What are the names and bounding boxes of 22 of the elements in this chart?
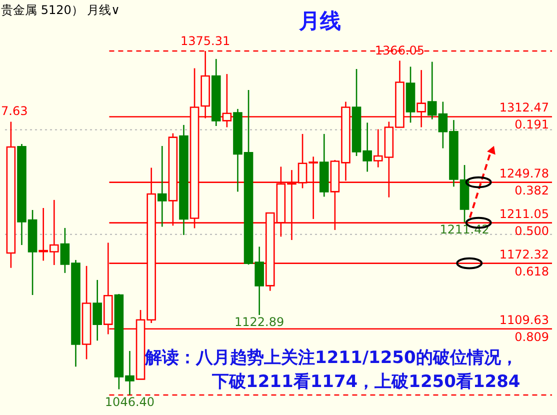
annotation: 1375.31 bbox=[180, 34, 230, 48]
annotation: 1211.42 bbox=[440, 222, 490, 236]
text: 贵金属 5120） 月线∨ bbox=[1, 3, 120, 17]
annotation: 7.63 bbox=[1, 104, 28, 118]
annotation: 0.191 bbox=[514, 118, 549, 132]
annotation: 0.500 bbox=[514, 224, 549, 238]
annotation: 1122.89 bbox=[234, 315, 284, 329]
ref-line-label: 1312.47 bbox=[499, 100, 549, 115]
ref-line-label: 1249.78 bbox=[499, 166, 549, 180]
ref-line-label: 1211.05 bbox=[499, 206, 549, 221]
candlestick bbox=[157, 145, 167, 228]
ref-line-label: 1109.63 bbox=[499, 312, 549, 327]
annotation: 0.382 bbox=[514, 183, 549, 198]
annotation: 解读：八月趋势上关注1211/1250的破位情况， bbox=[144, 348, 518, 368]
annotation: 0.809 bbox=[514, 330, 549, 344]
chart-title: 月线 bbox=[298, 9, 341, 33]
ref-line-label: 1172.32 bbox=[499, 247, 549, 262]
annotation: 0.618 bbox=[514, 264, 549, 278]
annotation: 1046.40 bbox=[104, 395, 155, 409]
annotation: 1366.05 bbox=[374, 44, 425, 58]
candlestick bbox=[92, 279, 102, 342]
annotation: 下破1211看1174，上破1250看1284 bbox=[211, 372, 520, 392]
